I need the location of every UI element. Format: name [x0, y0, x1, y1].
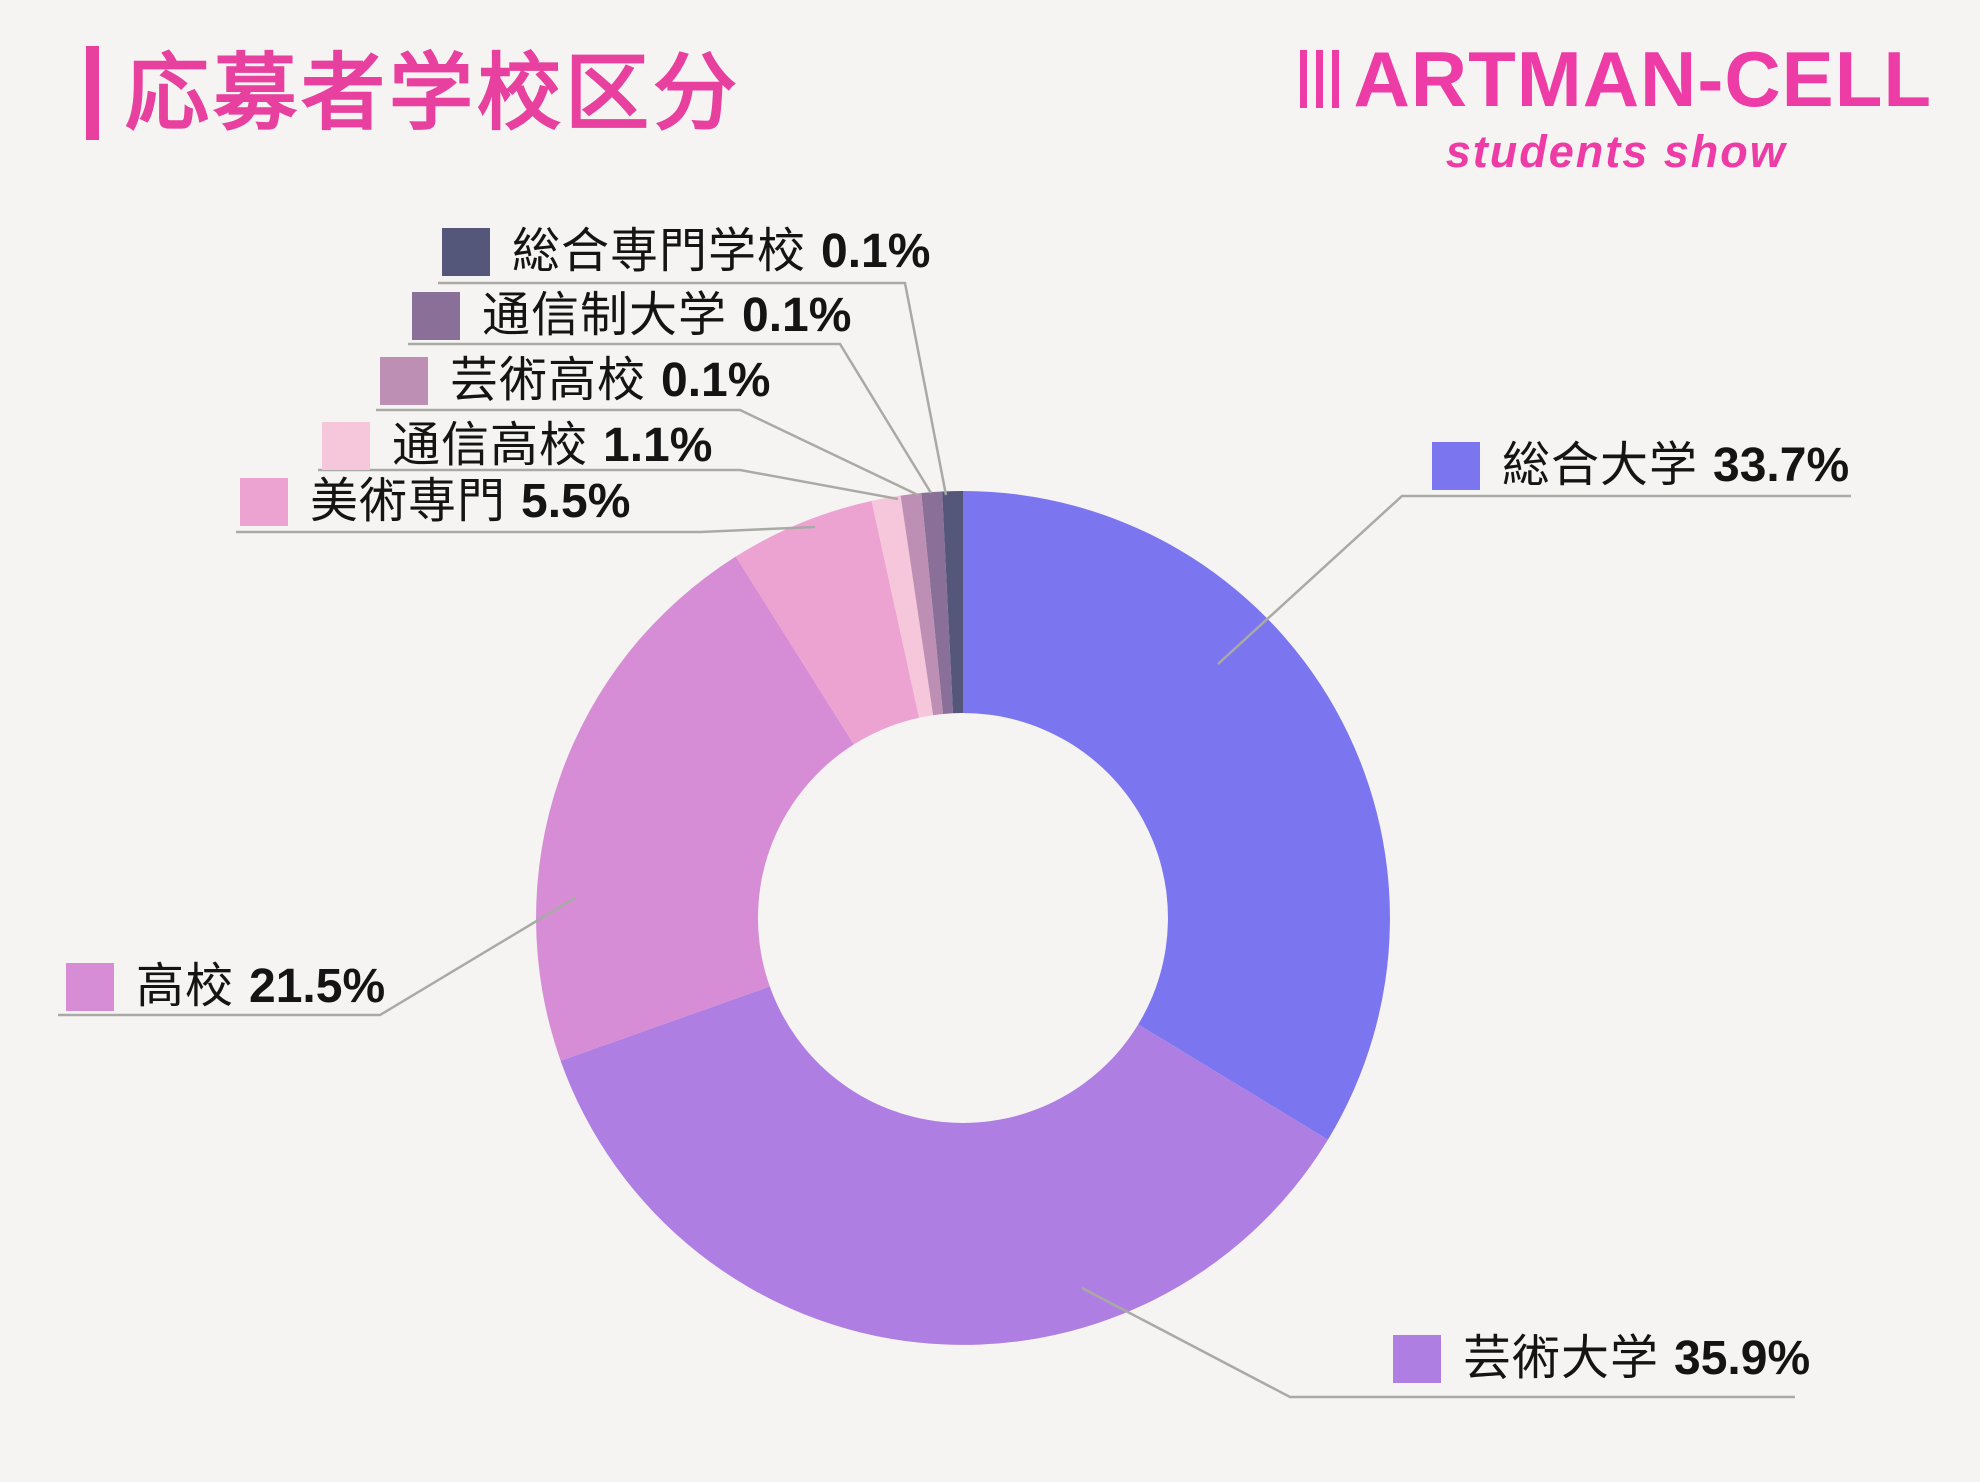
- slice-label: 通信制大学: [482, 289, 728, 342]
- logo-tagline: students show: [1445, 126, 1787, 177]
- slice-label: 通信高校: [392, 419, 589, 472]
- legend-swatch-bijutsu-senmon: [240, 478, 288, 526]
- title-accent-bar: [86, 46, 99, 141]
- logo-brand-text: ARTMAN-CELL: [1353, 35, 1932, 123]
- slice-label: 美術専門: [310, 475, 507, 528]
- legend-swatch-tsushin-koko: [322, 422, 370, 470]
- slice-label: 芸術大学: [1463, 1332, 1660, 1385]
- callout-bijutsu-senmon: 美術専門 5.5%: [240, 478, 630, 526]
- callout-sogo-senmon-gakko: 総合専門学校 0.1%: [442, 228, 930, 276]
- donut-slice-5: [871, 495, 934, 718]
- slice-label: 総合大学: [1502, 439, 1699, 492]
- legend-swatch-sogo-daigaku: [1432, 442, 1480, 490]
- callout-geijutsu-koko: 芸術高校 0.1%: [380, 357, 770, 405]
- callout-geijutsu-daigaku: 芸術大学 35.9%: [1393, 1335, 1810, 1383]
- donut-slice-8: [942, 490, 963, 714]
- slice-value: 1.1%: [603, 419, 713, 472]
- callout-tsushinsei-daigaku: 通信制大学 0.1%: [412, 292, 851, 340]
- slice-label: 総合専門学校: [512, 225, 807, 278]
- legend-swatch-geijutsu-daigaku: [1393, 1335, 1441, 1383]
- donut-slice-4: [735, 500, 920, 745]
- slice-value: 5.5%: [521, 475, 631, 528]
- slice-label: 高校: [136, 960, 235, 1013]
- slice-label: 芸術高校: [450, 354, 647, 407]
- callout-koko: 高校 21.5%: [66, 963, 385, 1011]
- slice-value: 0.1%: [661, 354, 771, 407]
- slice-value: 33.7%: [1713, 439, 1850, 492]
- slice-value: 21.5%: [249, 960, 386, 1013]
- legend-swatch-koko: [66, 963, 114, 1011]
- page-title: 応募者学校区分: [125, 46, 742, 140]
- brand-logo: ARTMAN-CELL students show: [1300, 40, 1932, 178]
- logo-bars-icon: [1300, 50, 1340, 108]
- legend-swatch-tsushinsei-daigaku: [412, 292, 460, 340]
- legend-swatch-geijutsu-koko: [380, 357, 428, 405]
- slice-value: 35.9%: [1674, 1332, 1811, 1385]
- donut-slice-3: [536, 556, 854, 1061]
- slice-value: 0.1%: [821, 225, 931, 278]
- slice-value: 0.1%: [742, 289, 852, 342]
- callout-sogo-daigaku: 総合大学 33.7%: [1432, 442, 1849, 490]
- title-block: 応募者学校区分: [86, 46, 742, 141]
- donut-slice-1: [963, 491, 1390, 1140]
- legend-swatch-sogo-senmon-gakko: [442, 228, 490, 276]
- donut-slice-2: [560, 986, 1328, 1345]
- callout-tsushin-koko: 通信高校 1.1%: [322, 422, 712, 470]
- donut-slice-6: [900, 493, 943, 716]
- donut-slice-7: [921, 491, 953, 714]
